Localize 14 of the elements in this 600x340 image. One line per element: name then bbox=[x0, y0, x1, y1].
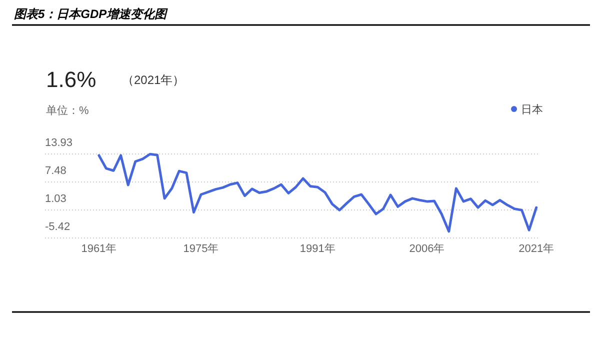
y-tick-label: 1.03 bbox=[45, 193, 66, 205]
x-tick-label: 1991年 bbox=[300, 243, 336, 255]
text: 1.6% bbox=[46, 67, 96, 92]
x-tick-label: 2006年 bbox=[409, 243, 445, 255]
x-tick-label: 1975年 bbox=[183, 243, 219, 255]
chart-title: 图表5：日本GDP增速变化图 bbox=[14, 7, 169, 21]
x-tick-label: 1961年 bbox=[81, 243, 117, 255]
y-tick-label: -5.42 bbox=[45, 221, 70, 233]
text: 单位：% bbox=[46, 104, 89, 117]
y-tick-label: 7.48 bbox=[45, 165, 66, 177]
text: （2021年） bbox=[122, 73, 185, 87]
legend-label: 日本 bbox=[521, 103, 543, 116]
x-tick-label: 2021年 bbox=[518, 243, 554, 255]
y-tick-label: 13.93 bbox=[45, 137, 73, 149]
